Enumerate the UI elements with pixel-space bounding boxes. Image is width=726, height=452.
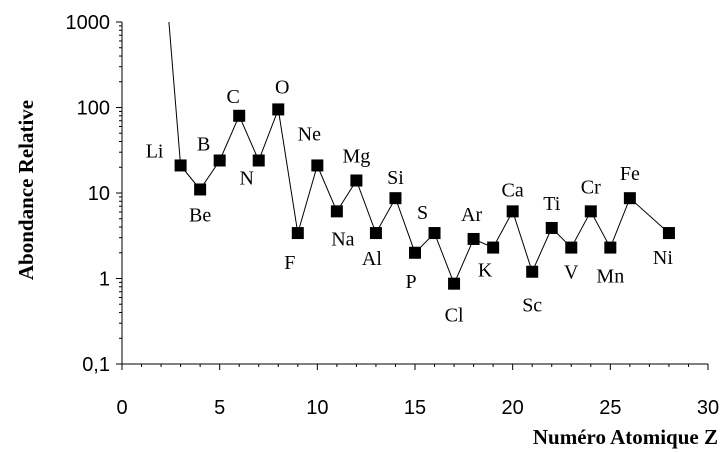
axes: [116, 21, 709, 370]
x-tick-label: 10: [306, 397, 328, 419]
data-point-na: [330, 205, 343, 218]
point-label-p: P: [405, 271, 416, 293]
point-label-b: B: [197, 133, 210, 155]
data-point-cl: [448, 277, 461, 290]
x-tick-label: 25: [599, 397, 621, 419]
point-label-ar: Ar: [461, 204, 482, 226]
x-axis-title: Numéro Atomique Z: [533, 425, 718, 449]
y-tick-label: 10: [88, 183, 110, 205]
data-point-mg: [350, 174, 363, 187]
point-label-n: N: [240, 167, 254, 189]
data-point-f: [291, 227, 304, 240]
point-label-li: Li: [146, 140, 164, 162]
point-label-cl: Cl: [445, 305, 464, 327]
point-label-al: Al: [362, 248, 382, 270]
y-tick-label: 0,1: [82, 354, 110, 376]
point-label-mg: Mg: [343, 146, 371, 168]
data-point-ti: [545, 221, 558, 234]
data-point-ne: [311, 159, 324, 172]
data-point-s: [428, 227, 441, 240]
point-label-be: Be: [189, 204, 211, 226]
point-label-si: Si: [387, 167, 404, 189]
point-label-c: C: [227, 86, 240, 108]
data-point-sc: [526, 265, 539, 278]
data-point-be: [194, 183, 207, 196]
data-point-b: [213, 154, 226, 167]
point-label-f: F: [284, 252, 295, 274]
point-label-v: V: [564, 262, 579, 284]
point-label-cr: Cr: [581, 176, 601, 198]
point-labels: Li Be B C N O F Ne Na Mg Al Si P S Cl Ar K Ca Sc Ti V Cr Mn Fe N…: [146, 76, 674, 326]
point-label-mn: Mn: [596, 266, 624, 288]
data-point-ni: [662, 227, 675, 240]
x-tick-label: 20: [502, 397, 524, 419]
series-polyline: [168, 21, 670, 286]
data-point-ca: [506, 205, 519, 218]
point-label-ca: Ca: [502, 179, 524, 201]
x-tick-label: 5: [214, 397, 225, 419]
data-point-n: [252, 154, 265, 167]
data-point-mn: [604, 241, 617, 254]
y-tick-label: 1: [99, 269, 110, 291]
point-label-na: Na: [331, 228, 354, 250]
data-markers: [174, 103, 675, 290]
point-label-ti: Ti: [543, 193, 561, 215]
point-label-ni: Ni: [653, 247, 673, 269]
point-label-k: K: [478, 260, 493, 282]
x-tick-label: 30: [697, 397, 719, 419]
data-point-li: [174, 159, 187, 172]
point-label-ne: Ne: [298, 123, 321, 145]
tick-labels: 0,1 1 10 100 1000 0 5 10 15 20 25 30: [66, 12, 720, 419]
series-line: [168, 21, 670, 286]
x-tick-label: 15: [404, 397, 426, 419]
data-point-o: [272, 103, 285, 116]
point-label-o: O: [275, 76, 289, 98]
y-axis-title: Abondance Relative: [14, 100, 38, 280]
x-tick-label: 0: [116, 397, 127, 419]
y-tick-label: 100: [77, 98, 110, 120]
data-point-ar: [467, 232, 480, 245]
data-point-p: [409, 246, 421, 259]
data-point-cr: [584, 205, 597, 218]
point-label-sc: Sc: [522, 295, 542, 317]
point-label-fe: Fe: [620, 163, 640, 185]
point-label-s: S: [417, 202, 428, 224]
data-point-si: [389, 192, 402, 205]
data-point-fe: [623, 192, 636, 205]
data-point-al: [369, 227, 382, 240]
data-point-k: [487, 241, 500, 254]
data-point-c: [233, 109, 246, 122]
y-tick-label: 1000: [66, 12, 111, 34]
data-point-v: [565, 241, 578, 254]
